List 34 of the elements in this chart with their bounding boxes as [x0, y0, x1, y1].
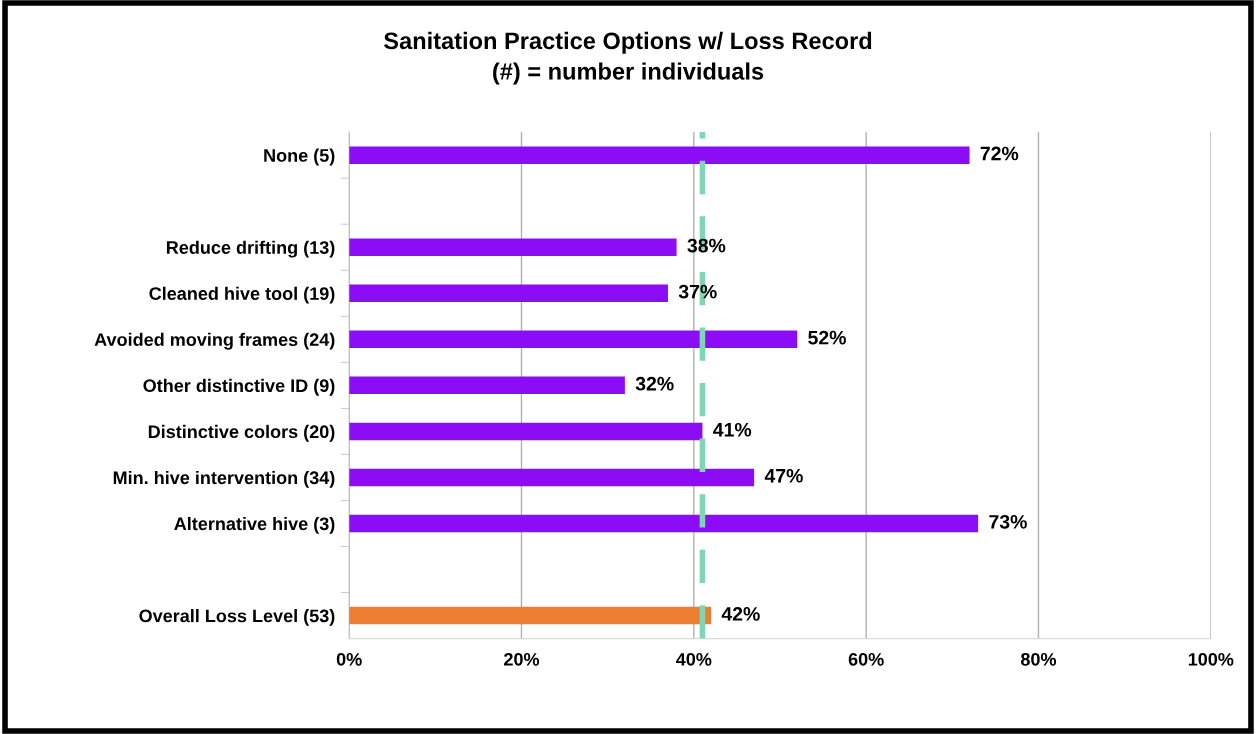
data-label: 32% [635, 376, 674, 391]
bar [349, 238, 677, 256]
x-tick-label: 40% [676, 652, 712, 666]
x-tick-label: 0% [336, 652, 362, 666]
data-label: 47% [764, 468, 803, 483]
bar [349, 468, 755, 487]
bar [349, 514, 979, 533]
y-tick-label: Avoided moving frames (24) [94, 332, 335, 350]
bar [349, 606, 712, 625]
x-tick-label: 60% [848, 652, 884, 666]
y-tick-label: None (5) [264, 148, 335, 166]
y-tick-label: Distinctive colors (20) [148, 424, 335, 442]
bar [349, 330, 798, 349]
x-tick-label: 20% [504, 652, 540, 666]
y-tick-label: Min. hive intervention (34) [113, 470, 335, 488]
y-tick-label: Alternative hive (3) [174, 516, 335, 534]
bar [349, 146, 970, 164]
y-tick-label: Other distinctive ID (9) [143, 378, 335, 396]
data-label: 37% [678, 284, 717, 299]
x-tick-label: 80% [1020, 652, 1057, 666]
data-label: 52% [808, 330, 846, 345]
chart-title: Sanitation Practice Options w/ Loss Record (#) = number individuals [384, 31, 872, 85]
bar [349, 422, 703, 441]
y-tick-label: Reduce drifting (13) [166, 240, 335, 258]
data-label: 38% [687, 238, 726, 253]
data-label: 73% [989, 514, 1027, 529]
x-tick-label: 100% [1188, 652, 1234, 666]
data-label: 41% [713, 422, 752, 437]
bar [349, 376, 625, 395]
data-label: 42% [721, 607, 760, 621]
y-tick-label: Overall Loss Level (53) [139, 609, 335, 626]
y-tick-label: Cleaned hive tool (19) [149, 286, 335, 304]
data-label: 72% [980, 146, 1019, 161]
bar [349, 284, 668, 303]
